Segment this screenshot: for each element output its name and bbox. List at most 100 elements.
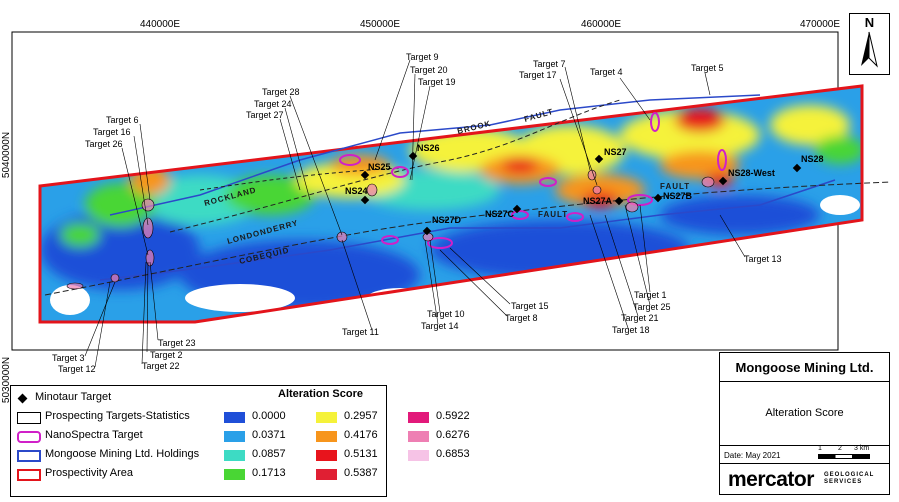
target-labels: Target 9 Target 20 Target 19 Target 7 Ta… xyxy=(52,52,782,374)
svg-text:Target 25: Target 25 xyxy=(633,302,671,312)
north-arrow: N xyxy=(849,13,890,75)
svg-text:Target 15: Target 15 xyxy=(511,301,549,311)
svg-text:Target 17: Target 17 xyxy=(519,70,557,80)
diamond-icon xyxy=(17,393,28,404)
svg-text:Target 2: Target 2 xyxy=(150,350,183,360)
svg-text:NS25: NS25 xyxy=(368,162,391,172)
svg-text:Target 19: Target 19 xyxy=(418,77,456,87)
score-value: 0.1713 xyxy=(252,467,286,479)
svg-text:NS27C: NS27C xyxy=(485,209,515,219)
svg-text:Target 26: Target 26 xyxy=(85,139,123,149)
svg-text:Target 27: Target 27 xyxy=(246,110,284,120)
svg-text:NS28-West: NS28-West xyxy=(728,168,775,178)
logo-sub: GEOLOGICAL SERVICES xyxy=(824,472,875,485)
score-swatch xyxy=(316,450,337,461)
scale-label: 1 xyxy=(818,445,822,452)
title-block: Mongoose Mining Ltd. Alteration Score Da… xyxy=(719,352,890,495)
northing-label: 5040000N xyxy=(1,132,12,178)
svg-text:FAULT: FAULT xyxy=(538,210,568,219)
score-legend-title: Alteration Score xyxy=(278,388,363,400)
easting-label: 450000E xyxy=(360,19,400,30)
legend-item-nanospectra: NanoSpectra Target xyxy=(45,429,143,441)
svg-text:Target 8: Target 8 xyxy=(505,313,538,323)
north-label: N xyxy=(864,15,875,30)
score-value: 0.2957 xyxy=(344,410,378,422)
svg-text:Target 11: Target 11 xyxy=(342,327,379,337)
score-value: 0.5387 xyxy=(344,467,378,479)
svg-text:NS27A: NS27A xyxy=(583,196,613,206)
score-swatch xyxy=(224,469,245,480)
svg-text:Target 1: Target 1 xyxy=(634,290,667,300)
score-value: 0.5131 xyxy=(344,448,378,460)
score-value: 0.4176 xyxy=(344,429,378,441)
score-value: 0.0857 xyxy=(252,448,286,460)
score-swatch xyxy=(408,412,429,423)
grid-labels: 440000E 450000E 460000E 470000E 5040000N… xyxy=(1,19,840,403)
score-value: 0.6276 xyxy=(436,429,470,441)
prospectivity-area-outline xyxy=(38,84,864,324)
northing-label: 5030000N xyxy=(1,357,12,403)
score-value: 0.5922 xyxy=(436,410,470,422)
rockland-fault-line xyxy=(199,167,401,191)
logo-word: mercator xyxy=(728,468,814,491)
cobequid-fault-line xyxy=(44,181,891,296)
score-swatch xyxy=(408,431,429,442)
score-swatch xyxy=(224,412,245,423)
scale-label: 2 xyxy=(838,445,842,452)
legend-item-minotaur: Minotaur Target xyxy=(35,391,112,403)
brook-fault-line xyxy=(169,99,621,233)
map-subtitle: Alteration Score xyxy=(720,381,889,446)
svg-text:NS27B: NS27B xyxy=(663,191,693,201)
svg-text:Target 13: Target 13 xyxy=(744,254,782,264)
legend-item-holdings: Mongoose Mining Ltd. Holdings xyxy=(45,448,200,460)
svg-text:NS24: NS24 xyxy=(345,186,368,196)
svg-text:Target 16: Target 16 xyxy=(93,127,131,137)
score-swatch xyxy=(408,450,429,461)
svg-text:Target 21: Target 21 xyxy=(621,313,659,323)
svg-text:Target 28: Target 28 xyxy=(262,87,300,97)
scale-label: 3 km xyxy=(854,445,870,452)
company-title: Mongoose Mining Ltd. xyxy=(720,353,889,382)
svg-text:Target 5: Target 5 xyxy=(691,63,724,73)
score-value: 0.6853 xyxy=(436,448,470,460)
svg-text:NS28: NS28 xyxy=(801,154,824,164)
north-arrow-icon xyxy=(861,31,878,68)
legend-item-prospecting: Prospecting Targets-Statistics xyxy=(45,410,190,422)
prospecting-targets xyxy=(66,169,715,290)
svg-text:Target 3: Target 3 xyxy=(52,353,85,363)
holdings-outline xyxy=(109,94,761,216)
score-value: 0.0371 xyxy=(252,429,286,441)
svg-text:Target 23: Target 23 xyxy=(158,338,196,348)
svg-text:Target 12: Target 12 xyxy=(58,364,96,374)
holdings-outline-south xyxy=(99,179,836,281)
legend-item-prospectivity: Prospectivity Area xyxy=(45,467,134,479)
blue-box-icon xyxy=(17,450,41,462)
svg-text:Target 10: Target 10 xyxy=(427,309,465,319)
svg-text:NS26: NS26 xyxy=(417,143,440,153)
svg-text:FAULT: FAULT xyxy=(660,182,690,191)
magenta-box-icon xyxy=(17,431,41,443)
svg-text:Target 20: Target 20 xyxy=(410,65,448,75)
svg-text:Target 18: Target 18 xyxy=(612,325,650,335)
score-swatch xyxy=(224,431,245,442)
svg-text:Target 4: Target 4 xyxy=(590,67,623,77)
red-box-icon xyxy=(17,469,41,481)
svg-text:NS27D: NS27D xyxy=(432,215,462,225)
svg-text:Target 24: Target 24 xyxy=(254,99,292,109)
easting-label: 440000E xyxy=(140,19,180,30)
svg-text:Target 14: Target 14 xyxy=(421,321,459,331)
outline-box-icon xyxy=(17,412,41,424)
mercator-logo: mercator GEOLOGICAL SERVICES xyxy=(720,463,889,495)
svg-text:Target 9: Target 9 xyxy=(406,52,439,62)
easting-label: 460000E xyxy=(581,19,621,30)
score-swatch xyxy=(316,412,337,423)
map-date: Date: May 2021 xyxy=(724,451,781,460)
easting-label: 470000E xyxy=(800,19,840,30)
svg-text:Target 7: Target 7 xyxy=(533,59,566,69)
leader-lines xyxy=(84,59,746,368)
score-swatch xyxy=(316,431,337,442)
scale-bar: 1 2 3 km xyxy=(808,445,878,459)
score-swatch xyxy=(224,450,245,461)
score-value: 0.0000 xyxy=(252,410,286,422)
